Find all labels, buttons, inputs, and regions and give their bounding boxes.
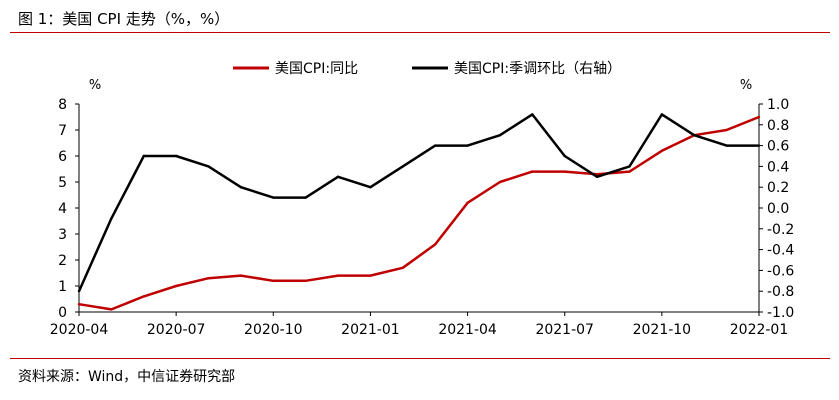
data-point	[336, 274, 340, 277]
y-left-tick-label: 8	[58, 97, 67, 113]
y-right-tick-label: -0.2	[767, 222, 794, 238]
x-tick-label: 2020-07	[147, 322, 206, 338]
data-point	[304, 279, 307, 282]
figure-title: 图 1：美国 CPI 走势（%，%）	[18, 10, 230, 28]
data-point	[531, 170, 534, 173]
data-point	[401, 266, 405, 269]
data-point	[336, 175, 340, 178]
x-tick-label: 2020-04	[50, 322, 109, 338]
data-point	[174, 154, 178, 158]
data-point	[563, 154, 566, 158]
data-point	[239, 186, 243, 189]
data-point	[77, 303, 81, 306]
y-right-unit-label: %	[740, 78, 752, 93]
data-point	[207, 165, 210, 168]
data-point	[531, 113, 534, 116]
y-left-unit-label: %	[89, 78, 101, 93]
data-point	[142, 295, 145, 298]
y-left-tick-label: 6	[58, 149, 67, 165]
data-point	[498, 180, 502, 184]
y-right-tick-label: 0.8	[767, 118, 789, 134]
source-note: 资料来源：Wind，中信证券研究部	[18, 369, 236, 385]
source-divider	[10, 358, 830, 359]
series-line-1	[78, 115, 760, 311]
x-tick-label: 2021-01	[341, 322, 400, 338]
data-point	[693, 134, 696, 137]
data-point	[628, 170, 631, 173]
data-point	[110, 308, 113, 311]
y-left-tick-label: 7	[58, 123, 67, 139]
data-point	[466, 144, 469, 147]
data-point	[174, 284, 178, 288]
data-point	[725, 128, 728, 132]
y-right-tick-label: 0.0	[767, 201, 789, 217]
y-left-tick-label: 1	[58, 279, 67, 295]
y-right-tick-label: 0.2	[767, 180, 789, 196]
legend-label: 美国CPI:同比	[275, 61, 358, 77]
data-point	[207, 277, 210, 280]
cpi-line-chart: 0 1 2 3 4 5 6 7 8 -1.0 -0.8 -0.6 -0.4 -0.2 0.0 0.2 0.4 0.…	[50, 61, 795, 338]
data-point	[757, 144, 761, 147]
data-point	[725, 144, 728, 147]
y-right-tick-label: 0.6	[767, 139, 789, 155]
y-right-tick-label: -1.0	[767, 305, 794, 321]
y-left-tick-label: 0	[58, 305, 67, 321]
x-tick-label: 2021-07	[535, 322, 594, 338]
data-point	[369, 274, 372, 277]
y-left-tick-label: 2	[58, 253, 67, 269]
data-point	[595, 173, 599, 176]
legend-label: 美国CPI:季调环比（右轴）	[454, 61, 621, 77]
data-point	[466, 201, 469, 204]
data-point	[110, 217, 113, 220]
data-point	[142, 154, 145, 158]
data-point	[563, 170, 566, 173]
x-tick-label: 2021-10	[633, 322, 692, 338]
title-divider	[10, 32, 830, 33]
data-point	[77, 290, 81, 293]
data-point	[660, 149, 664, 152]
data-point	[595, 175, 599, 178]
data-point	[498, 134, 502, 137]
data-point	[401, 165, 405, 168]
data-point	[433, 144, 437, 147]
y-right-tick-label: -0.6	[767, 263, 794, 279]
y-right-tick-label: -0.8	[767, 284, 794, 300]
y-right-tick-label: 1.0	[767, 97, 789, 113]
y-left-tick-label: 3	[58, 227, 67, 243]
data-point	[369, 186, 372, 189]
series-line-2	[77, 113, 759, 292]
data-point	[757, 115, 761, 119]
x-tick-label: 2020-10	[244, 322, 303, 338]
data-point	[272, 196, 275, 199]
data-point	[660, 113, 664, 116]
y-left-tick-label: 4	[58, 201, 67, 217]
y-right-tick-label: 0.4	[767, 159, 789, 175]
y-right-tick-label: -0.4	[767, 243, 794, 259]
data-point	[628, 165, 631, 168]
data-point	[239, 274, 243, 277]
data-point	[272, 279, 275, 282]
x-tick-label: 2022-01	[730, 322, 789, 338]
y-left-tick-label: 5	[58, 175, 67, 191]
data-point	[433, 243, 437, 246]
x-tick-label: 2021-04	[438, 322, 497, 338]
data-point	[304, 196, 307, 199]
